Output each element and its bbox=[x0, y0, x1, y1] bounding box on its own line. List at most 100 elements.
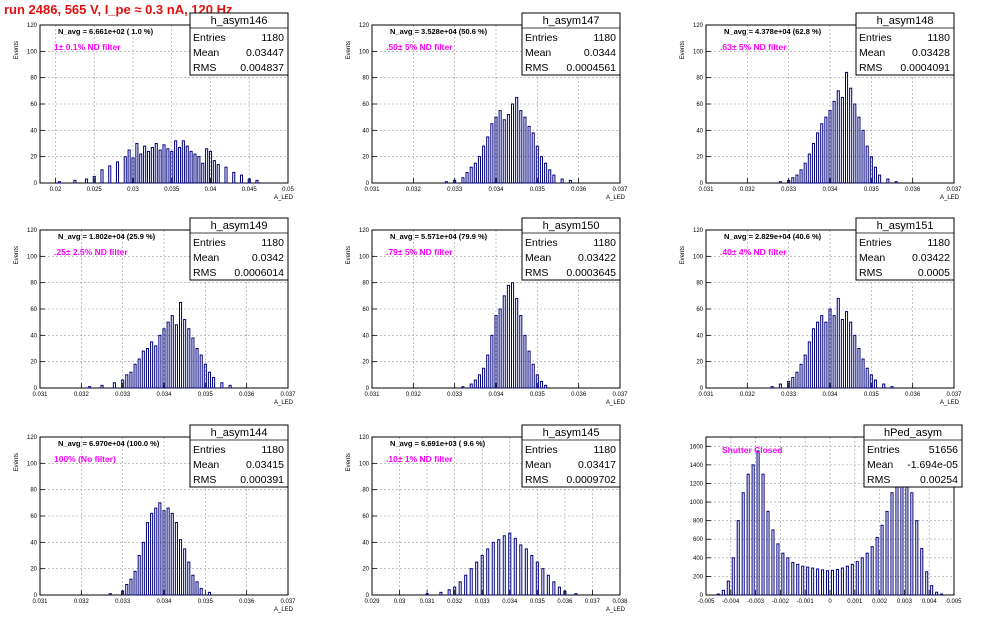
histogram-bin bbox=[803, 162, 807, 184]
stats-value-entries: 1180 bbox=[261, 444, 284, 456]
stats-title: h_asym144 bbox=[211, 427, 268, 439]
x-tick-label: 0.034 bbox=[488, 187, 504, 193]
filter-annotation: 1± 0.1% ND filter bbox=[54, 42, 121, 52]
stats-value-entries: 1180 bbox=[593, 444, 616, 456]
stats-key-mean: Mean bbox=[525, 47, 551, 59]
y-tick-label: 80 bbox=[362, 488, 369, 494]
x-tick-label: 0.033 bbox=[781, 187, 797, 193]
y-tick-label: 0 bbox=[34, 593, 38, 599]
x-tick-label: 0.025 bbox=[87, 187, 103, 193]
y-axis-label: Events bbox=[346, 453, 352, 471]
histogram-bin bbox=[539, 380, 544, 389]
y-tick-label: 600 bbox=[693, 537, 704, 543]
x-tick-label: 0.031 bbox=[420, 599, 436, 605]
stats-box bbox=[189, 12, 289, 76]
histogram-bin bbox=[100, 169, 104, 184]
histogram-bin bbox=[170, 150, 174, 184]
histogram-bin bbox=[195, 348, 199, 389]
histogram-bin bbox=[530, 555, 534, 596]
histogram-bin bbox=[845, 565, 849, 596]
histogram-bin bbox=[108, 593, 112, 596]
y-tick-label: 80 bbox=[30, 281, 37, 287]
histogram-bin bbox=[150, 512, 154, 596]
y-tick-label: 20 bbox=[30, 155, 37, 161]
histogram-bin bbox=[491, 541, 495, 596]
histogram-bin bbox=[799, 169, 803, 184]
histogram-bin bbox=[482, 145, 486, 184]
histogram-bin bbox=[836, 90, 840, 184]
histogram-bin bbox=[770, 386, 774, 389]
x-tick-label: 0.035 bbox=[198, 599, 214, 605]
stats-key-entries: Entries bbox=[867, 444, 900, 456]
x-axis-label: A_LED bbox=[940, 400, 960, 406]
histogram-bin bbox=[170, 315, 174, 389]
stats-value-mean: 0.03428 bbox=[912, 47, 950, 59]
navg-label: N_avg = 3.528e+04 (50.6 %) bbox=[390, 27, 488, 36]
pad-h_asym151: 0.031 0.032 0.033 0.034 0.035 0.036 0.037 0 20 40… bbox=[680, 217, 962, 406]
histogram-bin bbox=[890, 386, 894, 389]
histogram-bin bbox=[845, 311, 849, 389]
x-tick-label: 0.036 bbox=[905, 187, 921, 193]
histogram-bin bbox=[519, 544, 523, 596]
navg-label: N_avg = 6.661e+02 ( 1.0 %) bbox=[58, 27, 154, 36]
histogram-bin bbox=[239, 174, 244, 184]
histogram-bin bbox=[716, 593, 720, 596]
histogram-bin bbox=[880, 524, 884, 596]
stats-key-rms: RMS bbox=[867, 474, 890, 486]
histogram-bin bbox=[531, 132, 535, 184]
histogram-bin bbox=[115, 161, 120, 184]
histogram-bin bbox=[821, 569, 825, 596]
histogram-bin bbox=[154, 143, 158, 184]
histogram-bin bbox=[885, 510, 889, 596]
histogram-bin bbox=[139, 153, 143, 184]
histogram-bin bbox=[461, 177, 465, 184]
stats-key-entries: Entries bbox=[859, 32, 892, 44]
y-tick-label: 100 bbox=[359, 49, 370, 55]
y-tick-label: 100 bbox=[693, 254, 704, 260]
histogram-bin bbox=[125, 583, 129, 596]
stats-value-rms: 0.0004091 bbox=[900, 62, 950, 74]
histogram-bin bbox=[935, 591, 939, 596]
histogram-bin bbox=[461, 386, 465, 389]
histogram-bin bbox=[806, 566, 810, 596]
y-tick-label: 100 bbox=[359, 461, 370, 467]
y-tick-label: 20 bbox=[362, 155, 369, 161]
x-tick-label: 0.037 bbox=[585, 599, 601, 605]
histogram-bin bbox=[498, 308, 502, 389]
histogram-bin bbox=[726, 580, 730, 596]
x-tick-label: 0.03 bbox=[127, 187, 139, 193]
histogram-bin bbox=[158, 502, 162, 596]
histogram-bin bbox=[187, 328, 191, 389]
histogram-bin bbox=[544, 162, 548, 184]
histogram-bin bbox=[766, 510, 770, 596]
stats-value-entries: 1180 bbox=[927, 32, 950, 44]
y-tick-label: 80 bbox=[696, 281, 703, 287]
y-tick-label: 40 bbox=[696, 333, 703, 339]
histogram-bin bbox=[166, 321, 170, 389]
y-axis-label: Events bbox=[346, 41, 352, 59]
histogram-bin bbox=[469, 568, 473, 596]
histogram-bin bbox=[855, 561, 859, 596]
stats-value-mean: 0.03417 bbox=[578, 459, 616, 471]
histogram-bin bbox=[849, 87, 853, 184]
histogram-bin bbox=[494, 116, 498, 184]
histogram-bin bbox=[865, 367, 869, 389]
stats-key-rms: RMS bbox=[193, 62, 216, 74]
y-axis-label: Events bbox=[346, 246, 352, 264]
histogram-bin bbox=[482, 367, 486, 389]
histogram-bin bbox=[158, 334, 162, 389]
y-tick-label: 40 bbox=[30, 333, 37, 339]
histogram-bin bbox=[523, 334, 527, 389]
filter-annotation: 100% (No filter) bbox=[54, 454, 116, 464]
stats-key-entries: Entries bbox=[193, 237, 226, 249]
histogram-bin bbox=[560, 178, 564, 184]
histogram-bin bbox=[886, 178, 890, 184]
histogram-bin bbox=[515, 96, 519, 184]
histogram-bin bbox=[162, 328, 166, 389]
histogram-bin bbox=[910, 492, 914, 596]
stats-key-mean: Mean bbox=[193, 459, 219, 471]
y-tick-label: 120 bbox=[27, 23, 38, 29]
x-tick-label: 0.033 bbox=[447, 187, 463, 193]
histogram-bin bbox=[475, 561, 479, 596]
histogram-bin bbox=[861, 129, 865, 184]
